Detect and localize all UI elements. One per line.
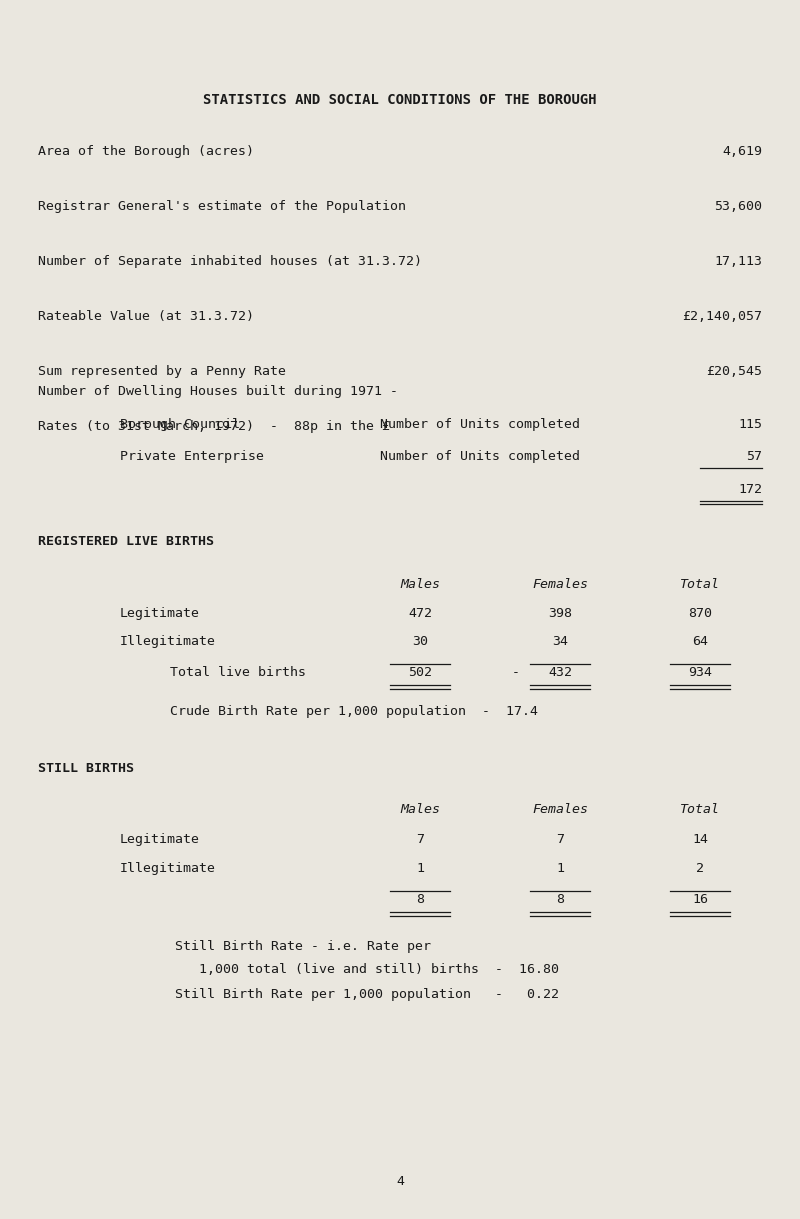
Text: 1: 1 [416,862,424,875]
Text: -: - [512,666,520,679]
Text: 7: 7 [416,833,424,846]
Text: Illegitimate: Illegitimate [120,635,216,649]
Text: Legitimate: Legitimate [120,833,200,846]
Text: Rateable Value (at 31.3.72): Rateable Value (at 31.3.72) [38,310,254,323]
Text: Number of Units completed: Number of Units completed [380,418,580,432]
Text: Total live births: Total live births [170,666,306,679]
Text: 1,000 total (live and still) births  -  16.80: 1,000 total (live and still) births - 16… [175,963,559,976]
Text: Number of Dwelling Houses built during 1971 -: Number of Dwelling Houses built during 1… [38,385,398,397]
Text: Females: Females [532,578,588,591]
Text: 8: 8 [556,894,564,906]
Text: Legitimate: Legitimate [120,607,200,620]
Text: 14: 14 [692,833,708,846]
Text: 934: 934 [688,666,712,679]
Text: Illegitimate: Illegitimate [120,862,216,875]
Text: 30: 30 [412,635,428,649]
Text: 4,619: 4,619 [722,145,762,158]
Text: 115: 115 [738,418,762,432]
Text: Total: Total [680,803,720,816]
Text: 7: 7 [556,833,564,846]
Text: Borough Council: Borough Council [120,418,240,432]
Text: Crude Birth Rate per 1,000 population  -  17.4: Crude Birth Rate per 1,000 population - … [170,705,538,718]
Text: 172: 172 [738,483,762,496]
Text: 432: 432 [548,666,572,679]
Text: Rates (to 31st March, 1972)  -  88p in the £: Rates (to 31st March, 1972) - 88p in the… [38,421,390,433]
Text: 398: 398 [548,607,572,620]
Text: 502: 502 [408,666,432,679]
Text: Males: Males [400,803,440,816]
Text: 53,600: 53,600 [714,200,762,213]
Text: £2,140,057: £2,140,057 [682,310,762,323]
Text: STATISTICS AND SOCIAL CONDITIONS OF THE BOROUGH: STATISTICS AND SOCIAL CONDITIONS OF THE … [203,93,597,107]
Text: STILL BIRTHS: STILL BIRTHS [38,762,134,775]
Text: REGISTERED LIVE BIRTHS: REGISTERED LIVE BIRTHS [38,535,214,549]
Text: 8: 8 [416,894,424,906]
Text: Number of Units completed: Number of Units completed [380,450,580,463]
Text: 472: 472 [408,607,432,620]
Text: 870: 870 [688,607,712,620]
Text: Registrar General's estimate of the Population: Registrar General's estimate of the Popu… [38,200,406,213]
Text: Total: Total [680,578,720,591]
Text: Females: Females [532,803,588,816]
Text: 57: 57 [746,450,762,463]
Text: 16: 16 [692,894,708,906]
Text: Still Birth Rate - i.e. Rate per: Still Birth Rate - i.e. Rate per [175,940,431,953]
Text: £20,545: £20,545 [706,364,762,378]
Text: 2: 2 [696,862,704,875]
Text: Males: Males [400,578,440,591]
Text: 64: 64 [692,635,708,649]
Text: 4: 4 [396,1175,404,1189]
Text: Private Enterprise: Private Enterprise [120,450,264,463]
Text: 1: 1 [556,862,564,875]
Text: Still Birth Rate per 1,000 population   -   0.22: Still Birth Rate per 1,000 population - … [175,989,559,1001]
Text: Sum represented by a Penny Rate: Sum represented by a Penny Rate [38,364,286,378]
Text: Number of Separate inhabited houses (at 31.3.72): Number of Separate inhabited houses (at … [38,255,422,268]
Text: 34: 34 [552,635,568,649]
Text: 17,113: 17,113 [714,255,762,268]
Text: Area of the Borough (acres): Area of the Borough (acres) [38,145,254,158]
